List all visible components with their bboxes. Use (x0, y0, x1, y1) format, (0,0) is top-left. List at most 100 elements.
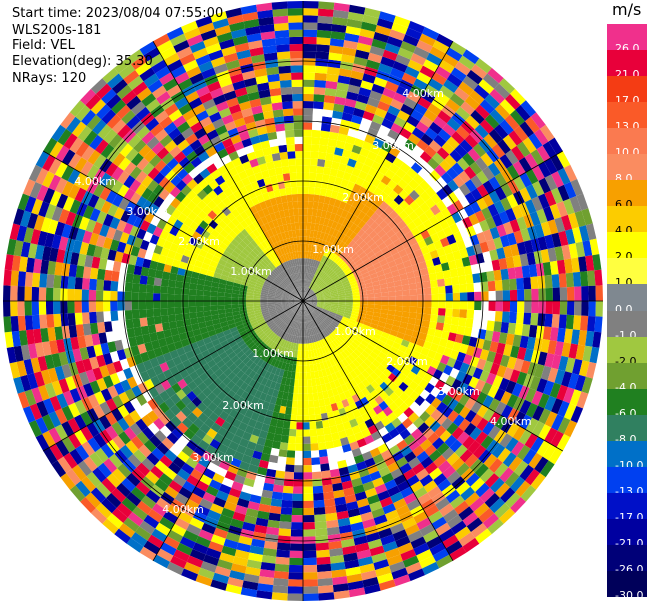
velocity-gate (482, 180, 495, 194)
velocity-gate (251, 538, 265, 548)
velocity-gate (188, 492, 203, 505)
velocity-gate (159, 390, 171, 402)
velocity-gate (225, 144, 237, 155)
velocity-gate (323, 196, 331, 205)
velocity-gate (193, 145, 206, 157)
velocity-gate (240, 587, 258, 598)
velocity-gate (213, 158, 225, 170)
velocity-gate (294, 321, 298, 329)
velocity-gate (240, 281, 249, 287)
velocity-gate (116, 104, 131, 120)
velocity-gate (20, 210, 32, 228)
velocity-gate (283, 306, 290, 310)
velocity-gate (387, 485, 401, 497)
velocity-gate (446, 117, 461, 132)
velocity-gate (402, 240, 412, 250)
velocity-gate (269, 286, 277, 291)
velocity-gate (303, 343, 306, 351)
velocity-gate (195, 162, 207, 174)
velocity-gate (289, 294, 297, 299)
velocity-gate (183, 248, 193, 258)
velocity-gate (239, 438, 250, 448)
velocity-gate (413, 248, 423, 258)
velocity-gate (143, 514, 160, 529)
velocity-gate (419, 389, 431, 400)
velocity-gate (430, 232, 440, 243)
velocity-gate (305, 343, 309, 351)
velocity-gate (28, 420, 43, 438)
velocity-gate (122, 458, 137, 473)
velocity-gate (338, 294, 346, 298)
velocity-gate (436, 554, 453, 569)
velocity-gate (494, 186, 507, 201)
velocity-gate (125, 440, 139, 454)
velocity-gate (351, 114, 363, 125)
velocity-gate (280, 507, 293, 515)
velocity-gate (550, 430, 564, 448)
velocity-gate (261, 103, 273, 113)
velocity-gate (265, 124, 277, 134)
velocity-gate (379, 496, 394, 508)
velocity-gate (246, 289, 255, 294)
velocity-gate (141, 187, 153, 200)
velocity-gate (344, 290, 353, 295)
velocity-gate (247, 283, 256, 289)
velocity-gate (204, 354, 214, 364)
velocity-gate (381, 296, 389, 301)
velocity-gate (255, 314, 263, 319)
velocity-gate (505, 437, 519, 453)
velocity-gate (81, 476, 96, 493)
velocity-gate (198, 321, 207, 329)
velocity-gate (247, 91, 260, 101)
velocity-gate (252, 531, 267, 541)
velocity-gate (341, 278, 349, 284)
velocity-gate (242, 400, 252, 410)
velocity-gate (369, 447, 381, 458)
velocity-gate (519, 172, 533, 188)
velocity-gate (539, 460, 555, 478)
velocity-gate (390, 522, 405, 535)
velocity-gate (128, 254, 138, 266)
velocity-gate (476, 231, 487, 244)
velocity-gate (296, 422, 303, 430)
velocity-gate (92, 467, 107, 483)
velocity-gate (140, 112, 155, 126)
velocity-gate (316, 363, 322, 371)
velocity-gate (509, 369, 521, 383)
velocity-gate (190, 468, 203, 481)
velocity-gate (434, 264, 443, 273)
velocity-gate (376, 410, 387, 421)
velocity-gate (89, 356, 100, 370)
velocity-gate (520, 485, 537, 502)
velocity-gate (292, 393, 299, 401)
velocity-gate (266, 432, 275, 441)
velocity-gate (275, 306, 283, 310)
velocity-gate (282, 293, 290, 297)
velocity-gate (340, 243, 348, 251)
velocity-gate (487, 425, 501, 440)
velocity-gate (411, 330, 421, 339)
velocity-gate (144, 341, 154, 352)
velocity-gate (224, 296, 232, 301)
velocity-gate (436, 229, 447, 240)
velocity-gate (361, 428, 372, 438)
velocity-gate (173, 40, 190, 53)
velocity-gate (326, 269, 334, 276)
velocity-gate (87, 194, 100, 208)
velocity-gate (270, 312, 278, 318)
velocity-gate (454, 500, 470, 515)
velocity-gate (3, 301, 11, 317)
velocity-gate (465, 472, 480, 487)
velocity-gate (364, 333, 373, 341)
velocity-gate (327, 59, 341, 69)
velocity-gate (487, 280, 496, 292)
velocity-gate (333, 318, 341, 325)
velocity-gate (159, 134, 173, 148)
velocity-gate (489, 226, 500, 240)
velocity-gate (582, 345, 593, 362)
velocity-gate (461, 256, 471, 267)
velocity-gate (341, 112, 353, 122)
velocity-gate (196, 200, 207, 211)
velocity-gate (62, 196, 75, 212)
velocity-gate (239, 240, 248, 249)
